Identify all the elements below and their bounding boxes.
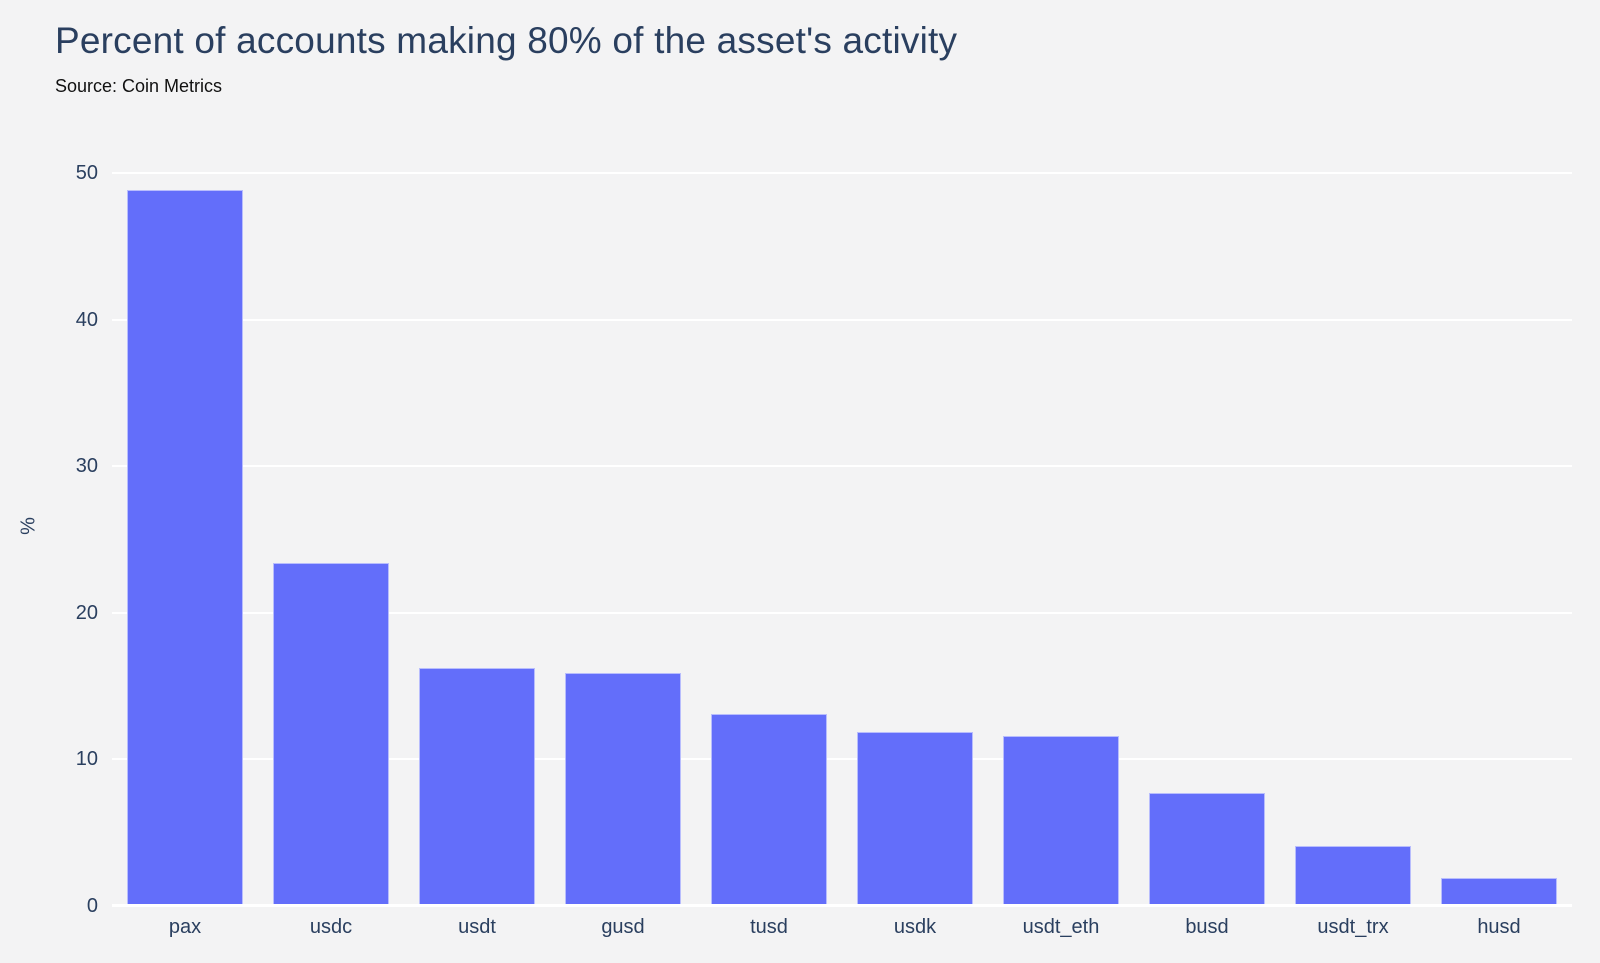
x-tick-label-usdt_eth: usdt_eth: [1022, 916, 1100, 938]
chart-title: Percent of accounts making 80% of the as…: [55, 20, 958, 61]
x-tick-label-tusd: tusd: [750, 916, 788, 938]
y-tick-label-10: 10: [75, 748, 98, 771]
y-tick-label-50: 50: [75, 161, 98, 184]
y-tick-label-0: 0: [86, 895, 98, 917]
x-tick-label-husd: husd: [1477, 916, 1521, 938]
gridline-10: [112, 758, 1572, 761]
x-tick-label-pax: pax: [168, 916, 202, 938]
bar-tusd: [710, 713, 828, 906]
x-tick-label-busd: busd: [1185, 916, 1229, 938]
x-axis-zeroline: [112, 904, 1572, 907]
gridline-40: [112, 318, 1572, 321]
x-tick-label-usdt: usdt: [458, 916, 496, 938]
x-tick-label-usdt_trx: usdt_trx: [1317, 916, 1389, 938]
y-axis-title: %: [17, 516, 40, 535]
bar-usdt: [418, 668, 536, 906]
bar-gusd: [564, 672, 682, 906]
gridline-30: [112, 465, 1572, 468]
bar-pax: [126, 190, 244, 906]
bar-husd: [1440, 878, 1558, 906]
chart-source-caption: Source: Coin Metrics: [55, 76, 223, 96]
x-tick-label-usdc: usdc: [309, 916, 353, 938]
y-tick-label-30: 30: [75, 455, 98, 478]
bar-usdk: [856, 731, 974, 906]
y-tick-label-20: 20: [75, 601, 98, 624]
plot-area: % 0 10 20 30 40 50 pax usdc usdt gusd tusd usdk usd…: [17, 145, 1572, 938]
gridline-20: [112, 611, 1572, 614]
bar-usdc: [272, 562, 390, 906]
y-tick-label-40: 40: [75, 308, 98, 331]
bar-usdt_eth: [1002, 735, 1120, 906]
x-tick-label-gusd: gusd: [601, 916, 645, 938]
bar-usdt_trx: [1294, 845, 1412, 906]
x-tick-label-usdk: usdk: [893, 916, 937, 938]
gridline-50: [112, 171, 1572, 174]
bar-busd: [1148, 793, 1266, 906]
